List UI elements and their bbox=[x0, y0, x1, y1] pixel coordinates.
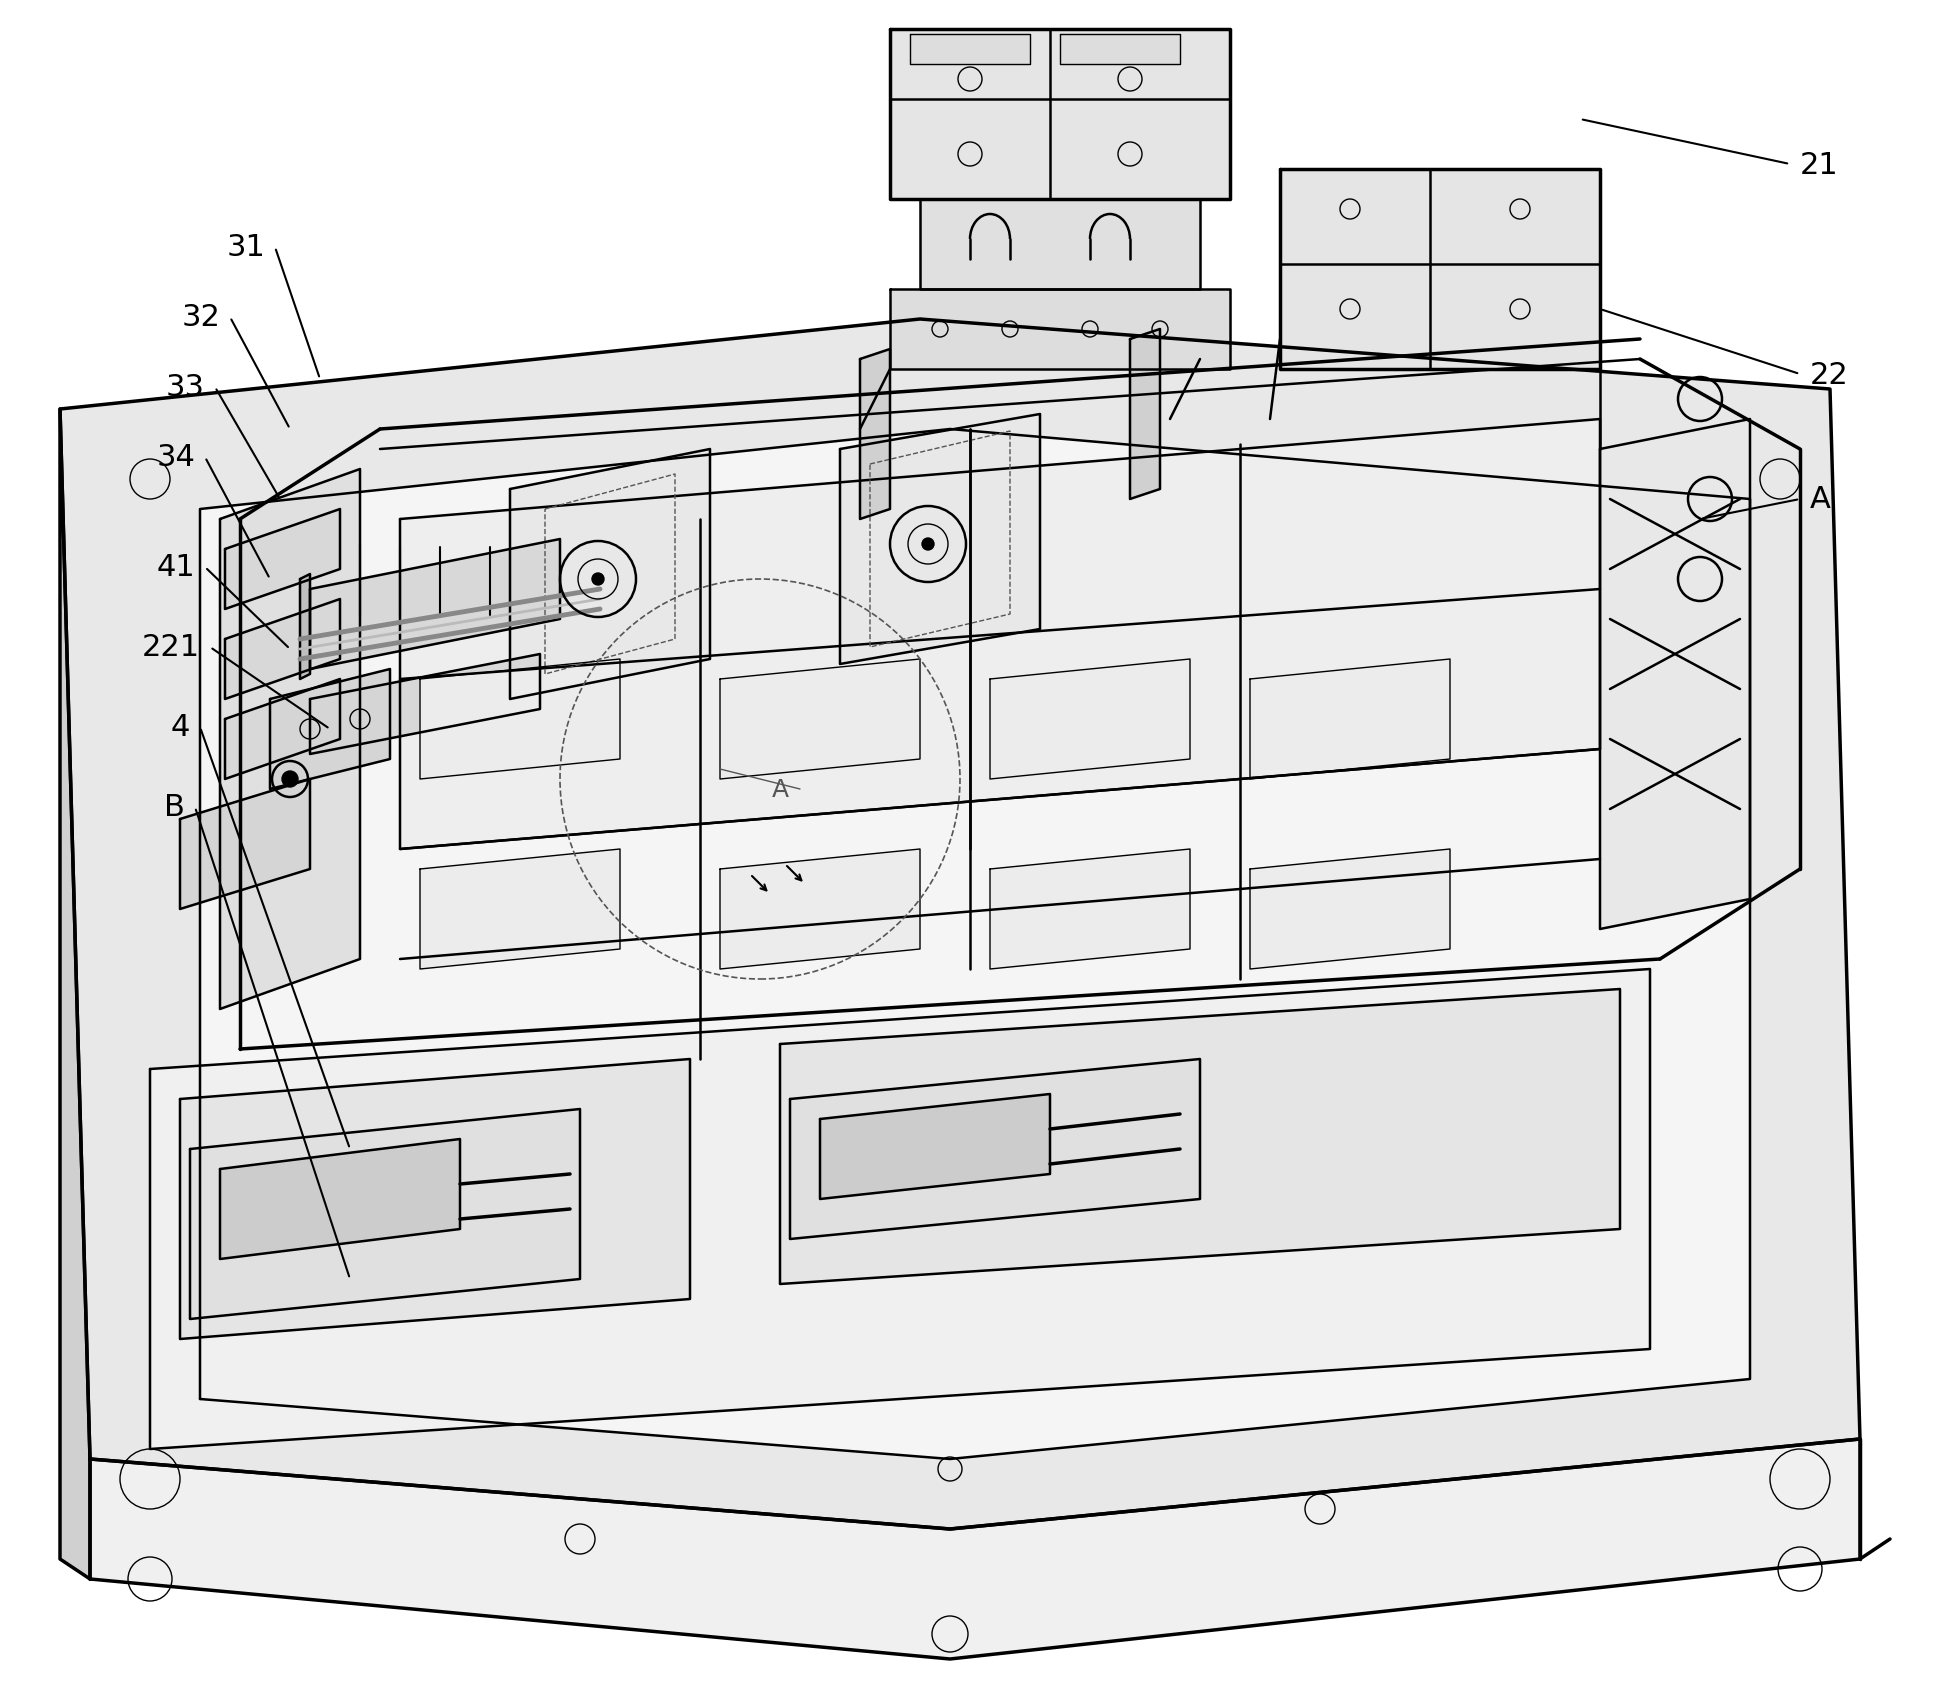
Polygon shape bbox=[909, 35, 1030, 66]
Text: 31: 31 bbox=[226, 234, 265, 262]
Polygon shape bbox=[841, 415, 1040, 664]
Polygon shape bbox=[780, 989, 1619, 1285]
Polygon shape bbox=[1600, 420, 1750, 930]
Text: 4: 4 bbox=[170, 713, 189, 742]
Polygon shape bbox=[419, 849, 620, 969]
Text: 32: 32 bbox=[181, 303, 220, 333]
Polygon shape bbox=[189, 1110, 579, 1319]
Polygon shape bbox=[989, 659, 1190, 779]
Text: 22: 22 bbox=[1811, 360, 1850, 389]
Circle shape bbox=[591, 574, 605, 585]
Polygon shape bbox=[224, 600, 339, 700]
Polygon shape bbox=[269, 669, 390, 789]
Polygon shape bbox=[419, 659, 620, 779]
Polygon shape bbox=[1130, 330, 1161, 500]
Polygon shape bbox=[220, 469, 361, 1009]
Circle shape bbox=[923, 538, 935, 550]
Polygon shape bbox=[220, 1139, 460, 1260]
Text: A: A bbox=[1811, 484, 1830, 515]
Polygon shape bbox=[890, 30, 1229, 200]
Polygon shape bbox=[179, 1060, 691, 1339]
Polygon shape bbox=[150, 969, 1651, 1450]
Polygon shape bbox=[720, 659, 921, 779]
Polygon shape bbox=[1251, 849, 1450, 969]
Text: A: A bbox=[771, 777, 788, 802]
Polygon shape bbox=[310, 654, 540, 755]
Polygon shape bbox=[310, 540, 560, 669]
Text: B: B bbox=[164, 792, 185, 822]
Polygon shape bbox=[790, 1060, 1200, 1240]
Circle shape bbox=[283, 772, 299, 787]
Polygon shape bbox=[90, 1440, 1859, 1658]
Polygon shape bbox=[60, 410, 90, 1579]
Text: 34: 34 bbox=[156, 444, 195, 473]
Polygon shape bbox=[720, 849, 921, 969]
Polygon shape bbox=[819, 1095, 1050, 1199]
Text: 21: 21 bbox=[1801, 150, 1838, 180]
Polygon shape bbox=[890, 289, 1229, 370]
Text: 41: 41 bbox=[156, 553, 195, 582]
Polygon shape bbox=[179, 779, 310, 910]
Polygon shape bbox=[224, 510, 339, 609]
Polygon shape bbox=[60, 320, 1859, 1529]
Polygon shape bbox=[860, 350, 890, 520]
Polygon shape bbox=[1251, 659, 1450, 779]
Polygon shape bbox=[509, 449, 710, 700]
Polygon shape bbox=[1280, 170, 1600, 370]
Polygon shape bbox=[921, 200, 1200, 289]
Polygon shape bbox=[989, 849, 1190, 969]
Polygon shape bbox=[201, 429, 1750, 1458]
Text: 221: 221 bbox=[142, 632, 201, 663]
Polygon shape bbox=[1059, 35, 1180, 66]
Polygon shape bbox=[400, 420, 1600, 849]
Text: 33: 33 bbox=[166, 373, 205, 402]
Polygon shape bbox=[224, 680, 339, 779]
Polygon shape bbox=[300, 575, 310, 680]
